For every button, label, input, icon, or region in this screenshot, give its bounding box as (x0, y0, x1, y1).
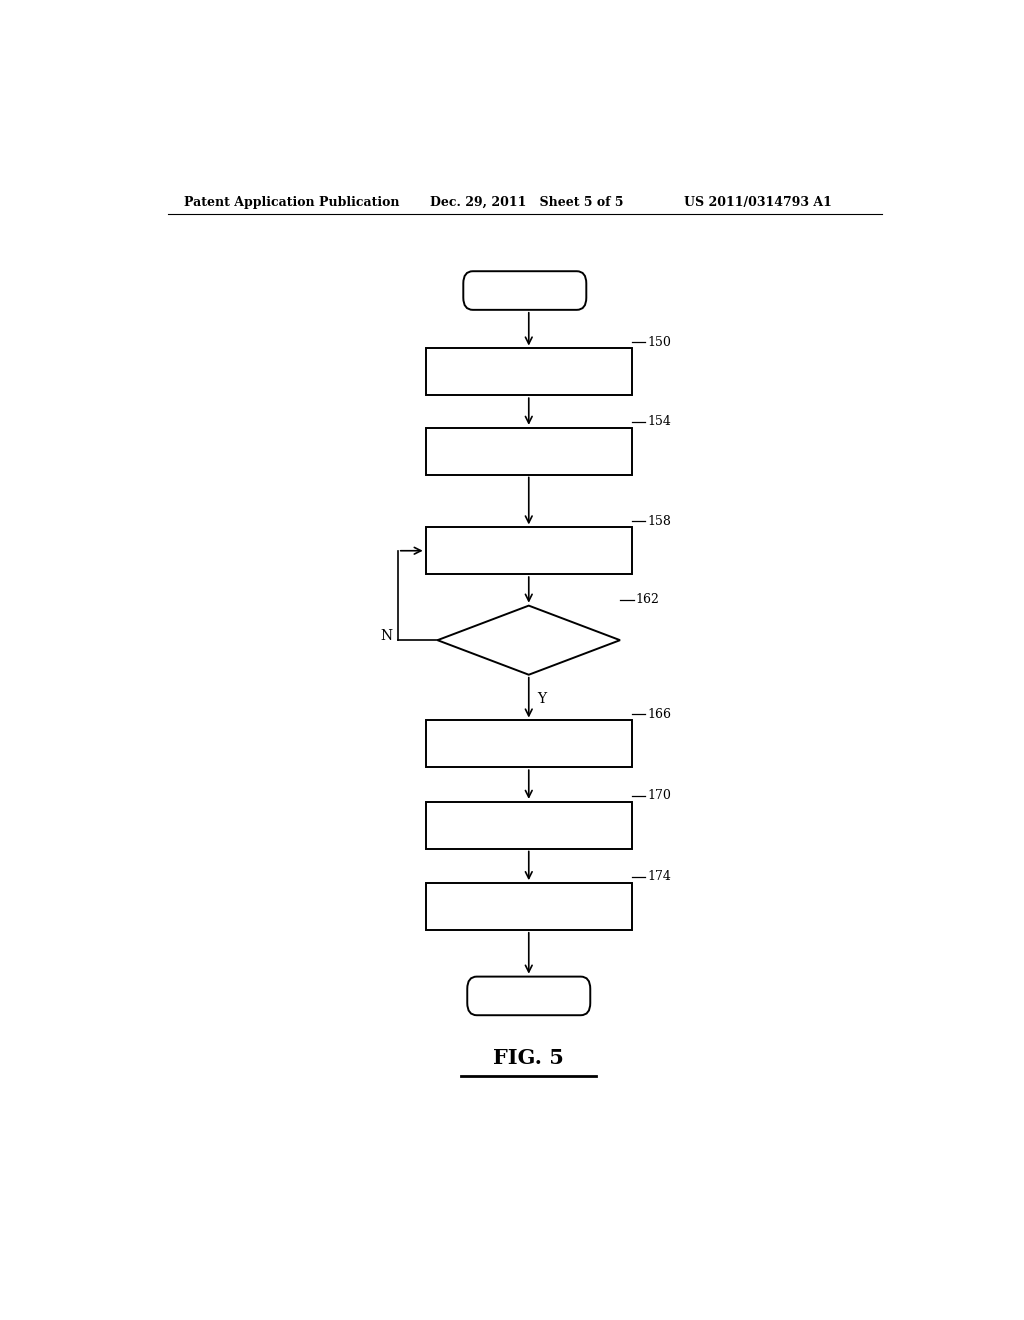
Bar (426, 721, 632, 767)
Polygon shape (437, 606, 620, 675)
Bar (426, 801, 632, 849)
Bar (426, 348, 632, 395)
Text: 166: 166 (647, 708, 671, 721)
Bar (426, 528, 632, 574)
Text: 170: 170 (647, 789, 671, 803)
Text: 162: 162 (635, 593, 659, 606)
Text: N: N (380, 630, 392, 643)
Text: 158: 158 (647, 515, 671, 528)
Text: Patent Application Publication: Patent Application Publication (183, 195, 399, 209)
Bar (426, 428, 632, 474)
Bar (426, 883, 632, 929)
FancyBboxPatch shape (463, 271, 587, 310)
Text: 154: 154 (647, 416, 671, 428)
Text: US 2011/0314793 A1: US 2011/0314793 A1 (684, 195, 831, 209)
Text: FIG. 5: FIG. 5 (494, 1048, 564, 1068)
Text: Dec. 29, 2011   Sheet 5 of 5: Dec. 29, 2011 Sheet 5 of 5 (430, 195, 623, 209)
FancyBboxPatch shape (467, 977, 590, 1015)
Text: Y: Y (537, 692, 546, 706)
Text: 150: 150 (647, 335, 671, 348)
Text: 174: 174 (647, 870, 671, 883)
